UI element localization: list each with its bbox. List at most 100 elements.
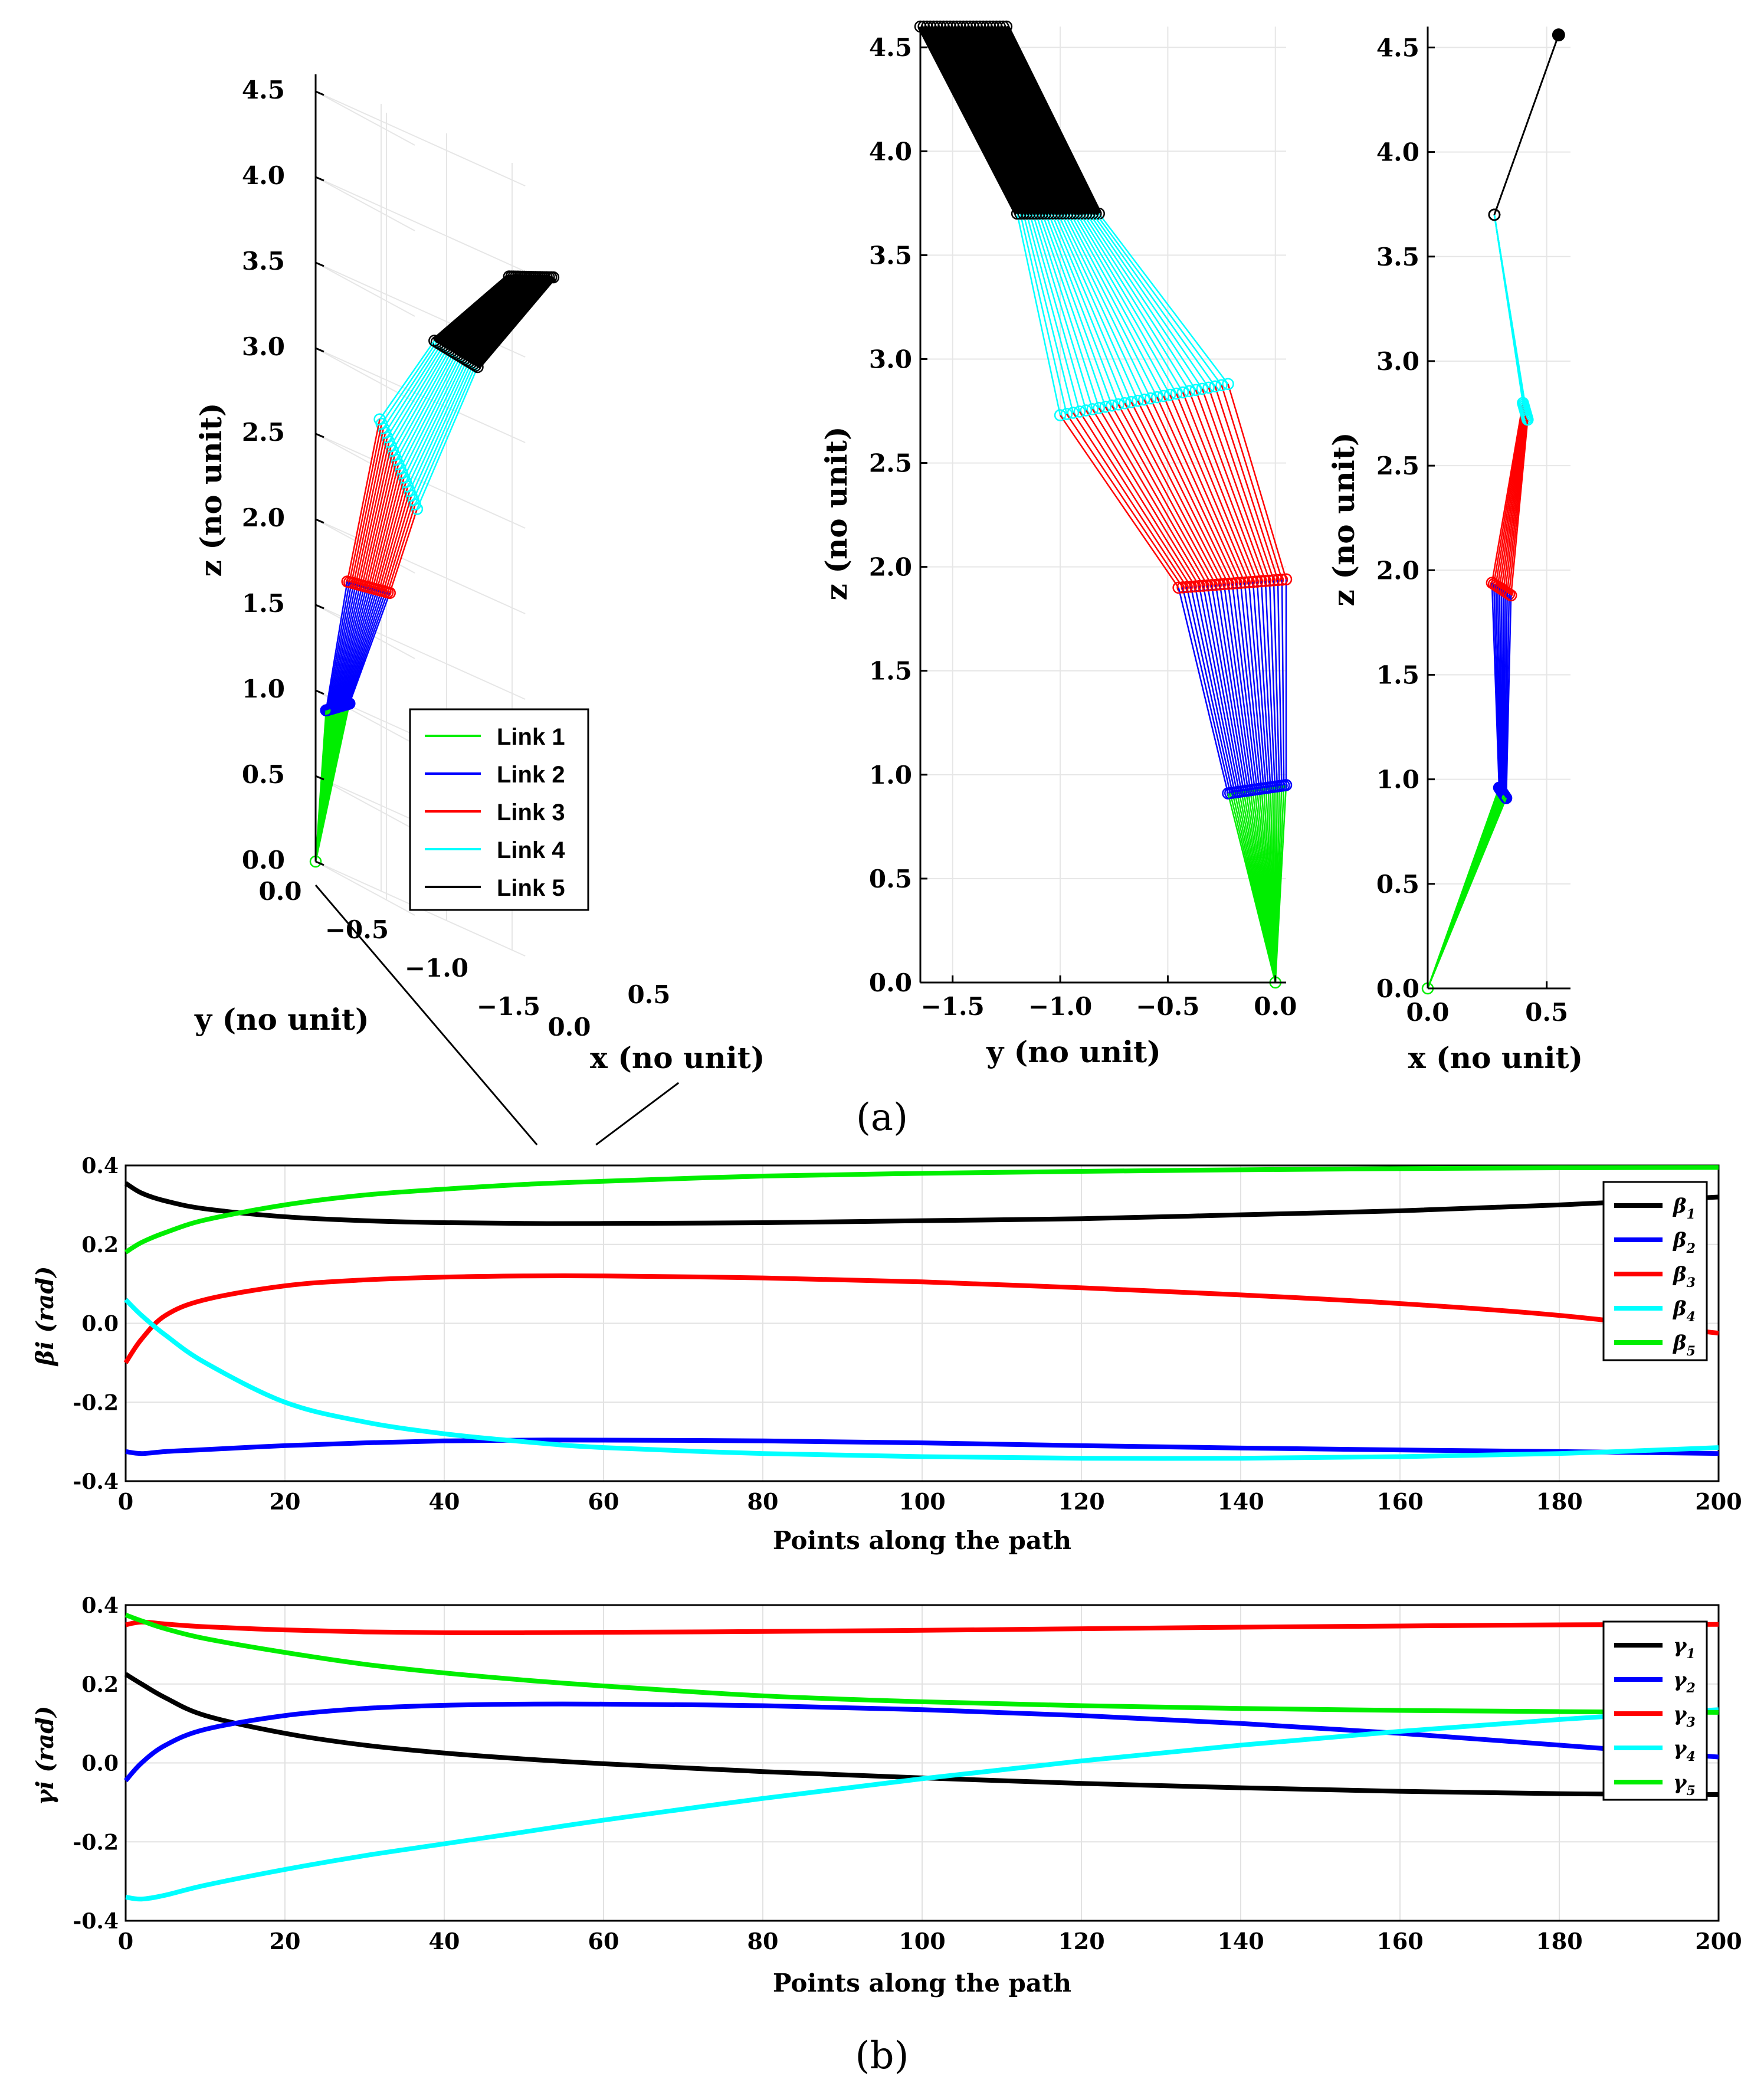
yz-joint-marker — [1150, 391, 1163, 404]
yz-ytick-label: 1.5 — [869, 657, 912, 686]
beta-xtick-label: 120 — [1058, 1488, 1104, 1515]
3d-ztick-mark — [315, 860, 324, 866]
yz-link2-segment — [1198, 585, 1240, 793]
beta-legend-subscript: 4 — [1687, 1309, 1696, 1325]
3d-ztick-label: 0.5 — [242, 760, 285, 789]
yz-joint-marker — [1271, 574, 1284, 587]
yz-ytick-label: 1.0 — [869, 761, 912, 790]
yz-ytick-label: 0.0 — [869, 968, 912, 997]
panel-label-b: (b) — [855, 2034, 909, 2078]
3d-link4-segment — [409, 361, 470, 492]
3d-link3-segment — [386, 504, 416, 593]
3d-ztick-label: 0.0 — [242, 846, 285, 875]
gamma-xtick-label: 120 — [1058, 1928, 1104, 1954]
3d-link2-segment — [338, 587, 372, 707]
3d-link3-segment — [370, 468, 401, 588]
3d-link3-segment — [372, 473, 403, 589]
yz-link4-segment — [1022, 213, 1074, 413]
3d-joint-marker — [503, 270, 516, 283]
xz-xtick-label: 0.0 — [1406, 998, 1449, 1027]
yz-link2-segment — [1219, 584, 1251, 791]
3d-y-axis-label: y (no unit) — [194, 1002, 369, 1037]
yz-link3-segment — [1221, 385, 1283, 580]
beta-ytick-label: -0.4 — [73, 1469, 119, 1494]
xz-link3-segment — [1499, 409, 1526, 588]
yz-link2-segment — [1260, 581, 1274, 787]
legend-label-link1: Link 1 — [497, 724, 565, 750]
xz-x-axis-label: x (no unit) — [1408, 1040, 1583, 1075]
yz-joint-marker — [1176, 386, 1189, 399]
beta-series — [123, 1165, 1719, 1461]
gamma-xtick-label: 100 — [899, 1928, 945, 1954]
yz-link4-segment — [1048, 213, 1126, 404]
gamma-xtick-label: 80 — [747, 1928, 779, 1954]
gamma-series-3 — [125, 1619, 1719, 1635]
3d-link2-segment — [335, 585, 365, 708]
yz-joint-marker — [1218, 578, 1231, 591]
yz-link2-segment — [1268, 580, 1278, 787]
yz-joint-marker — [1222, 378, 1234, 390]
yz-joint-marker — [1214, 578, 1227, 591]
yz-link3-segment — [1169, 394, 1250, 583]
xz-joint-marker — [1488, 208, 1501, 221]
3d-link3-segment — [376, 482, 407, 590]
beta-legend-subscript: 3 — [1687, 1275, 1696, 1291]
3d-link2-segment — [326, 582, 350, 710]
3d-joint-marker — [320, 704, 332, 717]
3d-link2-segment — [340, 588, 376, 706]
xz-link3-segment — [1510, 420, 1529, 595]
gamma-legend-label-1: γ1 — [1673, 1634, 1696, 1662]
beta-xtick-label: 140 — [1217, 1488, 1264, 1515]
beta-y-axis-label: βi (rad) — [31, 1266, 59, 1367]
3d-link3-segment — [361, 450, 394, 586]
beta-xtick-label: 60 — [588, 1488, 619, 1515]
3d-joint-marker — [428, 335, 441, 347]
xz-link2-segment — [1495, 585, 1501, 790]
gamma-legend-subscript: 3 — [1686, 1715, 1695, 1730]
yz-xtick-label: −1.0 — [1028, 992, 1092, 1021]
3d-ztick-label: 3.5 — [242, 247, 285, 276]
3d-y-axis-line — [314, 885, 538, 1145]
3d-link2-segment — [339, 588, 374, 707]
yz-joint-marker — [1144, 392, 1157, 405]
yz-link2-segment — [1235, 583, 1260, 790]
xz-ytick-label: 1.5 — [1376, 660, 1419, 689]
gamma-xtick-label: 40 — [429, 1928, 460, 1954]
3d-link4-segment — [381, 341, 438, 424]
xz-link3-segment — [1491, 402, 1524, 583]
xz-link2-segment — [1499, 588, 1503, 792]
3d-link2-segment — [344, 590, 382, 705]
beta-legend-subscript: 5 — [1687, 1344, 1696, 1359]
beta-ytick-label: 0.4 — [81, 1154, 119, 1178]
xz-link2-segment — [1504, 592, 1508, 797]
beta-xtick-label: 160 — [1376, 1488, 1423, 1515]
3d-arm-links — [309, 270, 560, 868]
3d-link3-segment — [350, 428, 385, 583]
beta-xtick-label: 40 — [429, 1488, 460, 1515]
legend-label-link3: Link 3 — [497, 800, 565, 826]
3d-link3-segment — [357, 441, 390, 585]
3d-link4-segment — [398, 353, 457, 465]
yz-link4-segment — [1095, 213, 1222, 386]
3d-link3-segment — [382, 495, 412, 592]
3d-zgrid-line — [315, 91, 415, 146]
yz-link4-segment — [1060, 213, 1152, 399]
3d-z-axis-label: z (no unit) — [194, 402, 228, 577]
legend-label-link2: Link 2 — [497, 762, 565, 788]
xz-xtick-label: 0.5 — [1525, 998, 1568, 1027]
gamma-legend-subscript: 4 — [1686, 1749, 1695, 1764]
xz-joint-marker — [1522, 413, 1534, 426]
3d-link4-segment — [403, 357, 464, 478]
3d-link4-segment — [386, 345, 444, 438]
yz-joint-marker — [1099, 401, 1111, 413]
yz-joint-marker — [1073, 405, 1086, 418]
yz-ytick-label: 4.0 — [869, 137, 912, 166]
3d-link3-segment — [359, 446, 392, 585]
yz-axis-ticks: 0.0 0.5 1.0 1.5 2.0 2.5 3.0 3.5 4.0 4.5 −1.5 −1.0 −0… — [869, 27, 1297, 1021]
3d-link4-segment — [401, 356, 461, 474]
gamma-ytick-label: -0.4 — [73, 1909, 119, 1934]
yz-joint-marker — [1157, 389, 1170, 402]
xz-link5-segment — [1493, 34, 1560, 215]
yz-link2-segment — [1194, 586, 1238, 793]
yz-link4-segment — [1041, 213, 1113, 406]
